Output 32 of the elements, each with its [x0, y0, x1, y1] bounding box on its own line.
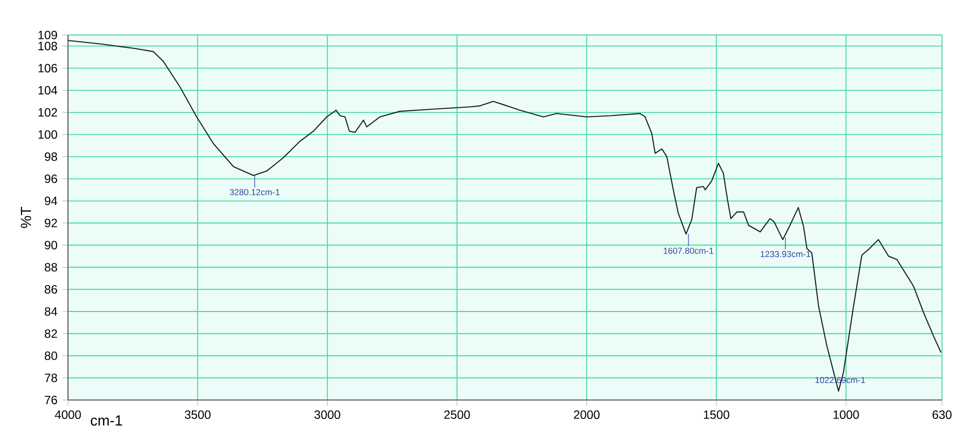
- y-tick-label: 102: [38, 108, 57, 117]
- y-tick-label: 80: [44, 352, 58, 360]
- y-tick-label: 98: [44, 152, 58, 161]
- y-tick-label: 82: [44, 329, 57, 338]
- x-tick-label: 630: [932, 410, 952, 419]
- y-tick-label: 104: [38, 86, 58, 95]
- x-tick-label: 4000: [54, 410, 81, 419]
- y-tick-label: 84: [44, 307, 58, 316]
- y-tick-label: 100: [38, 130, 58, 139]
- x-tick-label: 2000: [574, 410, 600, 419]
- y-tick-label: 90: [44, 240, 58, 250]
- x-tick-label: 3000: [314, 410, 340, 419]
- annotation: 3280.12cm-1: [230, 189, 280, 196]
- line-series: [68, 40, 942, 392]
- x-axis-title: cm-1: [90, 415, 122, 426]
- y-tick-label: 92: [44, 218, 57, 228]
- y-tick-label: 88: [44, 263, 58, 272]
- y-tick-label: 86: [44, 285, 58, 294]
- annotation: 1607.80cm-1: [664, 248, 714, 254]
- y-tick-label: 76: [44, 396, 58, 404]
- y-tick-label: 106: [38, 64, 58, 72]
- x-tick-label: 3500: [184, 410, 211, 419]
- x-tick-label: 1500: [704, 410, 730, 419]
- y-tick-label: 108: [38, 42, 58, 50]
- x-tick-label: 1000: [834, 410, 859, 419]
- y-tick-label: 78: [44, 374, 58, 382]
- y-axis-title: %T: [20, 206, 32, 228]
- y-tick-label: 109: [38, 30, 58, 40]
- y-tick-label: 96: [44, 174, 58, 184]
- annotation: 1233.93cm-1: [760, 251, 810, 258]
- y-tick-label: 94: [44, 196, 58, 206]
- x-tick-label: 2500: [444, 410, 470, 419]
